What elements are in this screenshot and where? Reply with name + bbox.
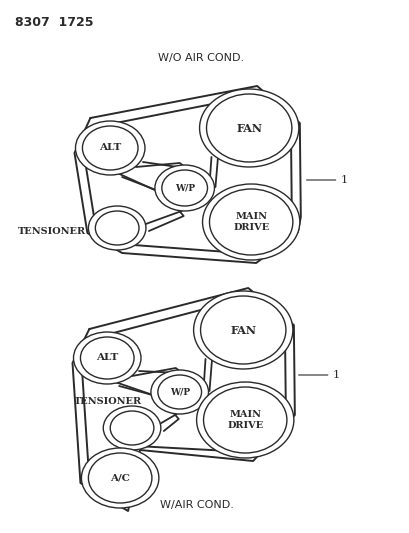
- Text: ALT: ALT: [99, 143, 121, 152]
- Ellipse shape: [209, 189, 292, 255]
- Text: 8307  1725: 8307 1725: [15, 15, 93, 28]
- Ellipse shape: [88, 453, 152, 503]
- Text: MAIN
DRIVE: MAIN DRIVE: [232, 212, 269, 232]
- Ellipse shape: [103, 406, 160, 450]
- Ellipse shape: [157, 375, 201, 409]
- Text: 1: 1: [340, 175, 347, 185]
- Ellipse shape: [203, 387, 286, 453]
- Ellipse shape: [155, 165, 214, 211]
- Text: A/C: A/C: [110, 473, 130, 482]
- Ellipse shape: [193, 291, 292, 369]
- Ellipse shape: [81, 448, 158, 508]
- Text: ALT: ALT: [96, 353, 118, 362]
- Text: 1: 1: [332, 370, 339, 380]
- Ellipse shape: [199, 89, 298, 167]
- Text: W/AIR COND.: W/AIR COND.: [159, 500, 233, 510]
- Ellipse shape: [200, 296, 285, 364]
- Ellipse shape: [110, 411, 153, 445]
- Text: W/O AIR COND.: W/O AIR COND.: [158, 53, 244, 63]
- Ellipse shape: [73, 332, 141, 384]
- Ellipse shape: [162, 170, 207, 206]
- Text: FAN: FAN: [236, 123, 262, 133]
- Ellipse shape: [75, 121, 145, 175]
- Ellipse shape: [151, 370, 208, 414]
- Ellipse shape: [206, 94, 291, 162]
- Text: W/P: W/P: [169, 387, 189, 397]
- Text: W/P: W/P: [174, 183, 194, 192]
- Text: FAN: FAN: [230, 325, 256, 335]
- Ellipse shape: [80, 337, 134, 379]
- Text: TENSIONER: TENSIONER: [74, 397, 142, 406]
- Ellipse shape: [196, 382, 293, 458]
- Ellipse shape: [95, 211, 139, 245]
- Ellipse shape: [202, 184, 299, 260]
- Ellipse shape: [82, 126, 138, 170]
- Text: MAIN
DRIVE: MAIN DRIVE: [227, 410, 263, 430]
- Ellipse shape: [88, 206, 146, 250]
- Text: TENSIONER: TENSIONER: [18, 227, 86, 236]
